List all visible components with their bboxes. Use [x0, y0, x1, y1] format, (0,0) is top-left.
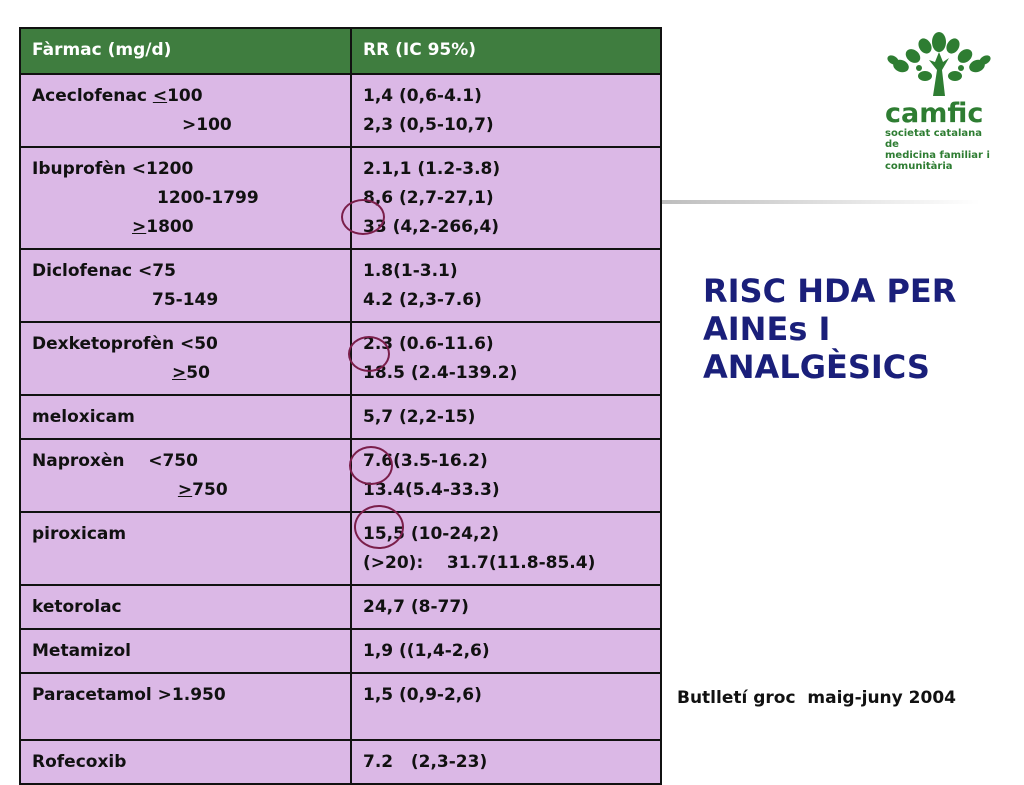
drug-line: Dexketoprofèn <50 — [32, 334, 218, 354]
decorative-divider — [660, 200, 980, 204]
rr-line: 13.4(5.4-33.3) — [363, 480, 500, 500]
drug-line: Rofecoxib — [32, 752, 127, 772]
drug-cell: Dexketoprofèn <50 >50 — [19, 321, 352, 396]
rr-line: 7.2 (2,3-23) — [363, 752, 488, 772]
drug-line: Paracetamol >1.950 — [32, 685, 226, 705]
table-row: Naproxèn <750 >750 7.6(3.5-16.2) 13.4(5.… — [19, 438, 662, 513]
drug-cell: meloxicam — [19, 394, 352, 440]
rr-line: 2,3 (0,5-10,7) — [363, 115, 494, 135]
drug-line: Ibuprofèn <1200 — [32, 159, 194, 179]
rr-line: 15,5 (10-24,2) — [363, 524, 500, 544]
logo-name: camfic — [885, 98, 984, 129]
drug-line: >100 — [182, 115, 232, 135]
logo-subtitle-line: societat catalana de — [885, 128, 982, 150]
drug-line: Naproxèn <750 — [32, 451, 198, 471]
rr-line: 1,9 ((1,4-2,6) — [363, 641, 490, 661]
slide-title: RISC HDA PER AINEs I ANALGÈSICS — [703, 272, 1003, 386]
camfic-logo: camfic societat catalana de medicina fam… — [885, 30, 995, 172]
drug-cell: Rofecoxib — [19, 739, 352, 785]
table-header-row: Fàrmac (mg/d) RR (IC 95%) — [19, 27, 662, 75]
rr-line: 33 (4,2-266,4) — [363, 217, 500, 237]
rr-line: 8,6 (2,7-27,1) — [363, 188, 494, 208]
rr-cell: 5,7 (2,2-15) — [350, 394, 662, 440]
drug-line: Diclofenac <75 — [32, 261, 176, 281]
rr-line: 1.8(1-3.1) — [363, 261, 458, 281]
rr-line: 4.2 (2,3-7.6) — [363, 290, 482, 310]
table-row: Ibuprofèn <1200 1200-1799 >1800 2.1,1 (1… — [19, 146, 662, 250]
table-row: Rofecoxib 7.2 (2,3-23) — [19, 739, 662, 785]
drug-line: Metamizol — [32, 641, 131, 661]
table-row: piroxicam 15,5 (10-24,2) (>20): 31.7(11.… — [19, 511, 662, 586]
header-rr: RR (IC 95%) — [350, 27, 662, 75]
rr-line: 24,7 (8-77) — [363, 597, 469, 617]
drug-line: >750 — [177, 480, 228, 500]
drug-cell: Naproxèn <750 >750 — [19, 438, 352, 513]
drug-line: 1200-1799 — [157, 188, 259, 208]
drug-line: 75-149 — [152, 290, 219, 310]
header-drug: Fàrmac (mg/d) — [19, 27, 352, 75]
drug-line: >1800 — [132, 217, 194, 237]
rr-line: 18.5 (2.4-139.2) — [363, 363, 518, 383]
drug-cell: Paracetamol >1.950 — [19, 672, 352, 741]
rr-cell: 1,9 ((1,4-2,6) — [350, 628, 662, 674]
source-reference: Butlletí groc maig-juny 2004 — [677, 688, 956, 708]
table-row: Diclofenac <75 75-149 1.8(1-3.1) 4.2 (2,… — [19, 248, 662, 323]
risk-table: Fàrmac (mg/d) RR (IC 95%) Aceclofenac <1… — [19, 27, 662, 785]
logo-subtitle-line: comunitària — [885, 161, 953, 172]
table-row: ketorolac 24,7 (8-77) — [19, 584, 662, 630]
rr-line: 2.1,1 (1.2-3.8) — [363, 159, 501, 179]
drug-line: piroxicam — [32, 524, 127, 544]
drug-cell: Diclofenac <75 75-149 — [19, 248, 352, 323]
drug-cell: Aceclofenac <100 >100 — [19, 73, 352, 148]
table-row: Paracetamol >1.950 1,5 (0,9-2,6) — [19, 672, 662, 741]
drug-cell: piroxicam — [19, 511, 352, 586]
drug-cell: Metamizol — [19, 628, 352, 674]
rr-cell: 24,7 (8-77) — [350, 584, 662, 630]
drug-line: meloxicam — [32, 407, 135, 427]
rr-cell: 7.6(3.5-16.2) 13.4(5.4-33.3) — [350, 438, 662, 513]
rr-cell: 15,5 (10-24,2) (>20): 31.7(11.8-85.4) — [350, 511, 662, 586]
rr-cell: 2.1,1 (1.2-3.8) 8,6 (2,7-27,1) 33 (4,2-2… — [350, 146, 662, 250]
drug-cell: Ibuprofèn <1200 1200-1799 >1800 — [19, 146, 352, 250]
title-line: ANALGÈSICS — [703, 348, 930, 386]
drug-line: Aceclofenac <100 — [32, 86, 203, 106]
title-line: AINEs I — [703, 310, 831, 348]
rr-line: 1,4 (0,6-4.1) — [363, 86, 482, 106]
table-row: Metamizol 1,9 ((1,4-2,6) — [19, 628, 662, 674]
drug-line: ketorolac — [32, 597, 122, 617]
drug-line: >50 — [172, 363, 210, 383]
rr-line: 7.6(3.5-16.2) — [363, 451, 488, 471]
rr-cell: 1.8(1-3.1) 4.2 (2,3-7.6) — [350, 248, 662, 323]
tree-of-people-icon — [887, 32, 991, 96]
table-row: Dexketoprofèn <50 >50 2.3 (0.6-11.6) 18.… — [19, 321, 662, 396]
drug-cell: ketorolac — [19, 584, 352, 630]
table-row: Aceclofenac <100 >100 1,4 (0,6-4.1) 2,3 … — [19, 73, 662, 148]
rr-line: 2.3 (0.6-11.6) — [363, 334, 494, 354]
rr-cell: 1,4 (0,6-4.1) 2,3 (0,5-10,7) — [350, 73, 662, 148]
rr-line: 5,7 (2,2-15) — [363, 407, 476, 427]
rr-cell: 7.2 (2,3-23) — [350, 739, 662, 785]
rr-cell: 1,5 (0,9-2,6) — [350, 672, 662, 741]
rr-line: 1,5 (0,9-2,6) — [363, 685, 482, 705]
table-row: meloxicam 5,7 (2,2-15) — [19, 394, 662, 440]
rr-cell: 2.3 (0.6-11.6) 18.5 (2.4-139.2) — [350, 321, 662, 396]
rr-line: (>20): 31.7(11.8-85.4) — [363, 553, 596, 573]
title-line: RISC HDA PER — [703, 272, 957, 310]
logo-subtitle-line: medicina familiar i — [885, 150, 990, 161]
